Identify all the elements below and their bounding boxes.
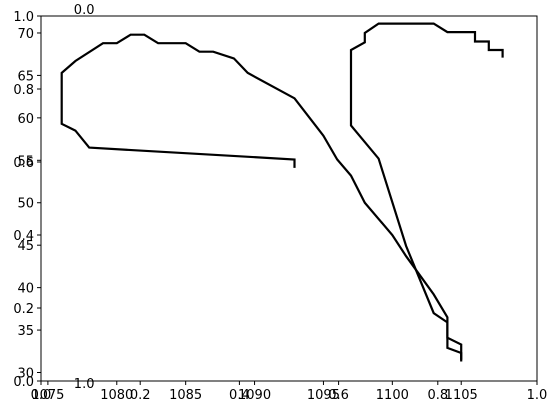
y-tick-label: 70 xyxy=(17,27,34,42)
y-tick-label: 40 xyxy=(17,282,34,297)
overlay-x-tick-label: 0.2 xyxy=(130,388,151,403)
chart-marks xyxy=(60,22,504,362)
chart-axes: 1075 1080 1085 1090 1095 1100 1105 30 35 40 45 50 55… xyxy=(13,3,547,403)
series-line-1 xyxy=(60,33,463,362)
overlay-y-tick-label: 1.0 xyxy=(13,10,34,25)
overlay-x-tick-label: 0.0 xyxy=(31,388,52,403)
overlay-y-tick-label: 0.0 xyxy=(13,375,34,390)
overlay-x-tick-label: 0.8 xyxy=(427,388,448,403)
overlay-y-tick-label: 0.6 xyxy=(13,156,34,171)
x-tick-label: 1095 xyxy=(307,388,340,403)
overlay-x-tick-label: 0.6 xyxy=(328,388,349,403)
y-tick-label: 60 xyxy=(17,112,34,127)
y-tick-label: 45 xyxy=(17,239,34,254)
y-tick-label: 65 xyxy=(17,69,34,84)
y-tick-label: 50 xyxy=(17,197,34,212)
x-tick-label: 1085 xyxy=(169,388,202,403)
overlay-x-tick-label: 0.4 xyxy=(229,388,250,403)
x-tick-label: 1105 xyxy=(445,388,478,403)
x-tick-label: 1075 xyxy=(31,388,64,403)
plot-frame xyxy=(40,15,538,382)
overlay-y-tick-label: 0.8 xyxy=(13,83,34,98)
x-tick-label: 1090 xyxy=(238,388,271,403)
overlay-y-tick-label: 0.4 xyxy=(13,229,34,244)
overlay-y-tick-label: 0.2 xyxy=(13,302,34,317)
series-line-2 xyxy=(349,22,504,360)
y-tick-label: 55 xyxy=(17,154,34,169)
top-axis-tick-label: 0.0 xyxy=(74,3,95,18)
overlay-x-tick-label: 1.0 xyxy=(527,388,548,403)
x-tick-label: 1080 xyxy=(100,388,133,403)
x-tick-label: 1100 xyxy=(376,388,409,403)
y-tick-label: 30 xyxy=(17,367,34,382)
y-tick-label: 35 xyxy=(17,324,34,339)
top-axis-tick-label: 1.0 xyxy=(74,377,95,392)
